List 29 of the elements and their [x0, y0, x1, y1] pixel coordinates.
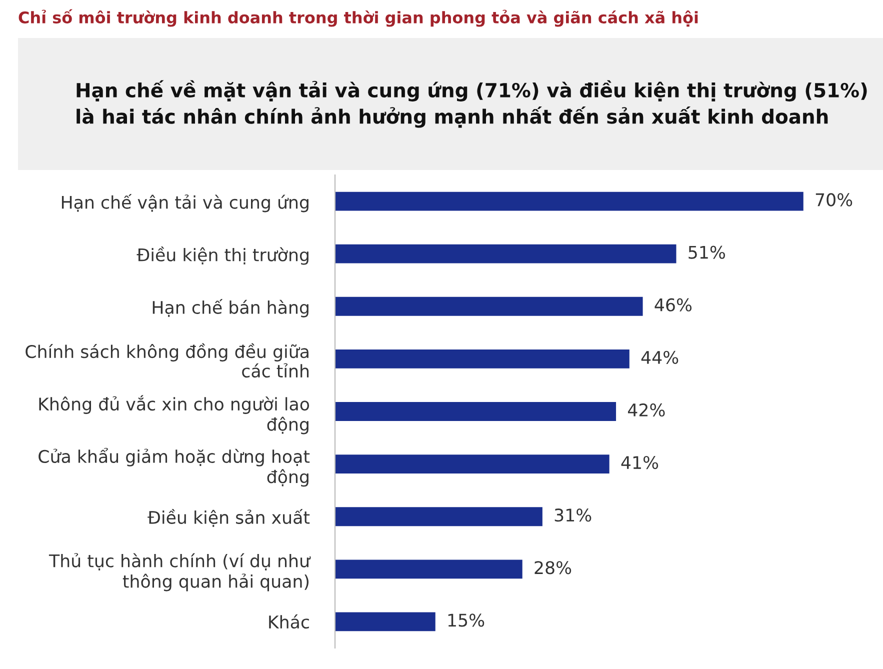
- chart-title: Chỉ số môi trường kinh doanh trong thời gian phong tỏa và giãn cách xã hội: [18, 9, 698, 27]
- y-tick-label: Điều kiện thị trường: [136, 246, 308, 265]
- y-tick-label: Chính sách không đồng đều giữa các tỉnh: [26, 343, 309, 378]
- data-label: 31%: [554, 508, 592, 522]
- data-label: 44%: [641, 350, 678, 364]
- y-tick-label: Khác: [269, 614, 309, 629]
- y-tick-label: Điều kiện sản xuất: [148, 509, 310, 527]
- data-label: 28%: [534, 561, 572, 574]
- y-tick-label: Hạn chế bán hàng: [152, 299, 308, 318]
- y-tick-label: Cửa khẩu giảm hoặc dừng hoạt động: [38, 448, 310, 487]
- bar: [335, 402, 616, 421]
- y-tick-label: Thủ tục hành chính (ví dụ như thông quan hải quan): [48, 553, 311, 592]
- bar: [335, 612, 436, 632]
- chart-subtitle: Hạn chế về mặt vận tải và cung ứng (71%) và điều kiện thị trường (51%) là hai tác nhân chính ảnh hưởng mạnh nhất đến sản xuất kinh doanh: [76, 80, 867, 128]
- bar: [335, 560, 522, 579]
- data-label: 41%: [621, 456, 658, 470]
- data-label: 46%: [654, 298, 692, 312]
- y-tick-label: Hạn chế vận tải và cung ứng: [62, 194, 308, 212]
- data-label: 70%: [816, 193, 852, 206]
- bar: [335, 192, 804, 211]
- bar: [335, 349, 630, 368]
- bar: [335, 507, 542, 526]
- y-tick-label: Không đủ vắc xin cho người lao động: [39, 395, 310, 434]
- data-label: 15%: [448, 614, 484, 627]
- bar: [335, 454, 610, 474]
- data-label: 42%: [628, 403, 665, 417]
- data-label: 51%: [688, 246, 725, 259]
- bar: [335, 296, 643, 316]
- bar: [335, 244, 676, 264]
